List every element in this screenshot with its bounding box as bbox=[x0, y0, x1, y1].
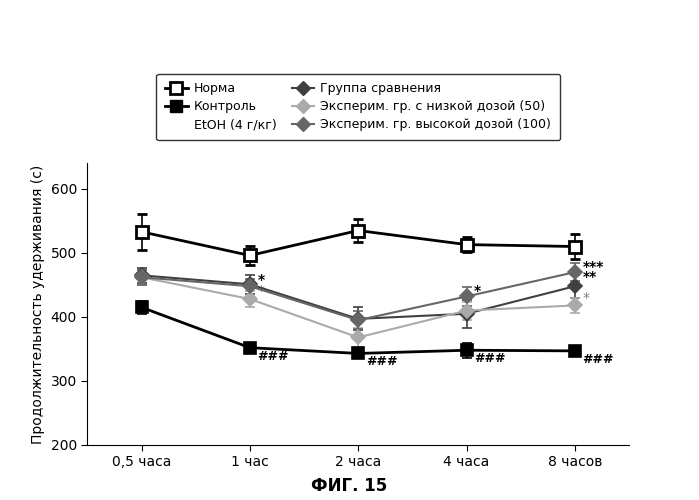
Text: ###: ### bbox=[474, 352, 505, 365]
Y-axis label: Продолжительность удерживания (с): Продолжительность удерживания (с) bbox=[31, 164, 45, 444]
Text: ***: *** bbox=[582, 260, 604, 274]
Text: ###: ### bbox=[257, 350, 289, 362]
Text: ФИГ. 15: ФИГ. 15 bbox=[311, 477, 388, 495]
Legend: Норма, Контроль, EtOH (4 г/кг), Группа сравнения, Эксперим. гр. с низкой дозой (: Норма, Контроль, EtOH (4 г/кг), Группа с… bbox=[157, 74, 560, 140]
Text: ###: ### bbox=[582, 353, 614, 366]
Text: *: * bbox=[257, 273, 265, 287]
Text: ###: ### bbox=[366, 356, 397, 368]
Text: *: * bbox=[582, 290, 589, 304]
Text: *: * bbox=[474, 284, 482, 298]
Text: **: ** bbox=[582, 270, 597, 284]
Text: *: * bbox=[257, 284, 264, 298]
